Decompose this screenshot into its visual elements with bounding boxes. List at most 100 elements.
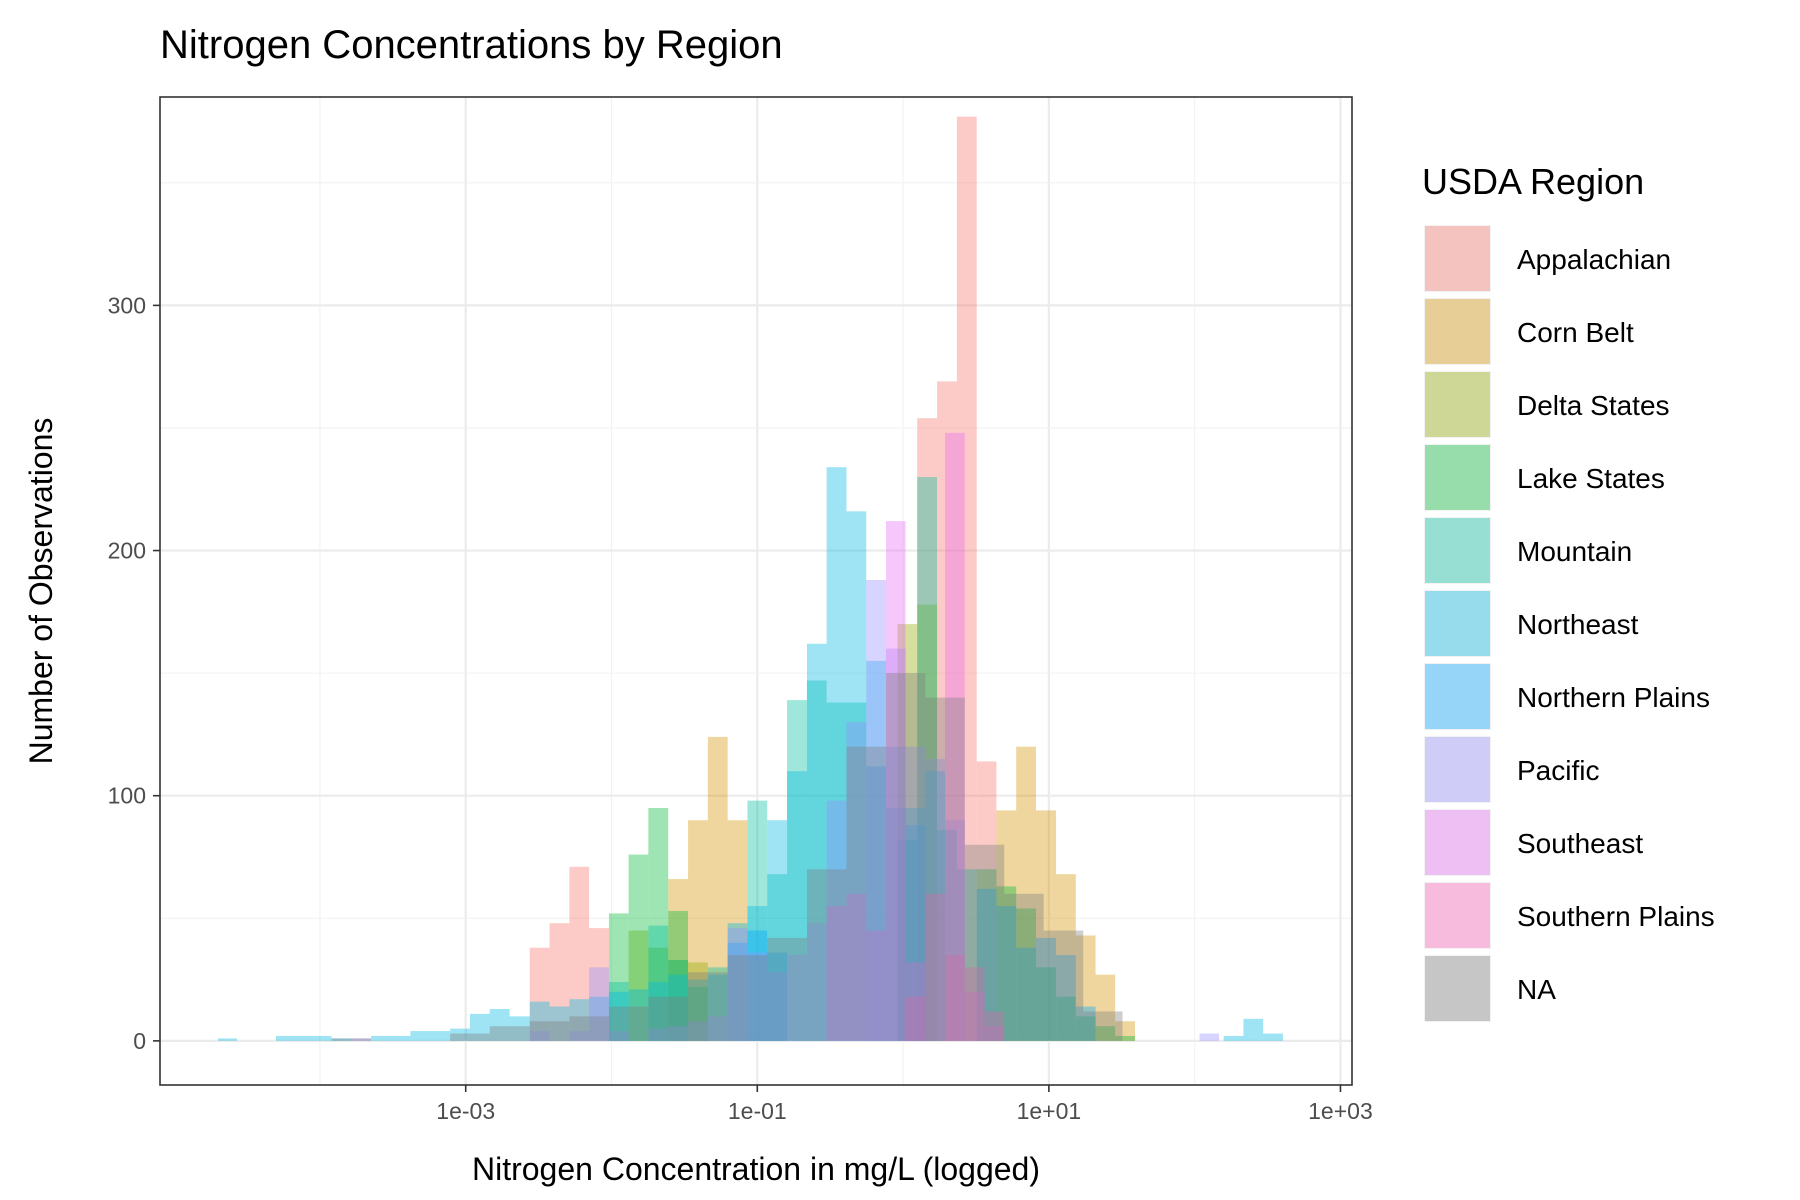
histogram-bar	[866, 579, 887, 1041]
histogram-bar	[688, 962, 708, 1041]
histogram-bar	[351, 1038, 371, 1041]
grid-lines	[160, 97, 1352, 1085]
legend-label: NA	[1517, 974, 1556, 1005]
histogram-bar	[905, 825, 926, 1041]
legend-swatch	[1425, 956, 1490, 1021]
y-axis-ticks: 0 100 200 300	[108, 292, 160, 1054]
y-tick-label: 200	[108, 538, 146, 564]
histogram-bar	[917, 418, 938, 1041]
legend-key-background	[1424, 663, 1491, 730]
y-tick-label: 300	[108, 292, 146, 318]
panel-border	[159, 96, 1353, 1086]
histogram-bar	[707, 736, 728, 1041]
histogram-bar	[648, 925, 669, 1041]
histogram-bar	[218, 1038, 238, 1041]
histogram-bar	[608, 982, 629, 1041]
histogram-bar	[747, 930, 768, 1041]
y-tick-label: 0	[133, 1028, 146, 1054]
x-tick-label: 1e+03	[1308, 1098, 1373, 1124]
legend-swatch	[1425, 226, 1490, 291]
histogram-bar	[956, 116, 977, 1041]
legend-label: Northern Plains	[1517, 682, 1710, 713]
histogram-bar	[905, 807, 926, 1041]
histogram-bars	[218, 116, 1283, 1041]
histogram-bar	[589, 928, 609, 1041]
histogram-bar	[806, 643, 827, 1041]
series-corn-belt	[668, 736, 1136, 1041]
legend-item: Northern Plains	[1424, 663, 1710, 730]
histogram-bar	[668, 974, 689, 1041]
histogram-bar	[1035, 937, 1057, 1041]
histogram-bar	[1199, 1033, 1220, 1041]
histogram-bar	[984, 1011, 1005, 1041]
histogram-bar	[897, 624, 918, 1041]
histogram-bar	[964, 967, 985, 1041]
histogram-bar	[529, 1031, 550, 1041]
legend-item: Lake States	[1424, 444, 1665, 511]
histogram-bar	[569, 1031, 590, 1041]
legend-item: Southern Plains	[1424, 882, 1715, 949]
histogram-bar	[390, 1035, 411, 1041]
series-southern-plains	[905, 893, 1005, 1041]
histogram-bar	[826, 467, 847, 1041]
histogram-bar	[608, 1031, 629, 1041]
histogram-bar	[1004, 893, 1044, 1041]
chart-title: Nitrogen Concentrations by Region	[160, 23, 783, 67]
histogram-bar	[648, 807, 669, 1041]
histogram-bar	[707, 974, 728, 1041]
histogram-bar	[1035, 967, 1057, 1041]
panel-background	[160, 97, 1352, 1085]
x-tick-label: 1e-03	[436, 1098, 495, 1124]
legend-swatch	[1425, 445, 1490, 510]
histogram-bar	[1056, 874, 1076, 1041]
histogram-bar	[529, 947, 550, 1041]
histogram-bar	[727, 942, 748, 1041]
histogram-bar	[1075, 935, 1096, 1041]
histogram-bar	[787, 955, 807, 1041]
histogram-bar	[846, 702, 867, 1041]
histogram-bar	[984, 1026, 1005, 1041]
histogram-bar	[964, 991, 985, 1041]
histogram-bar	[1223, 1035, 1244, 1041]
legend-key-background	[1424, 517, 1491, 584]
x-axis-ticks: 1e-03 1e-01 1e+01 1e+03	[436, 1085, 1373, 1124]
histogram-bar	[956, 869, 977, 1041]
histogram-bar	[767, 972, 788, 1041]
histogram-bar	[826, 906, 847, 1041]
histogram-bar	[846, 893, 867, 1041]
histogram-bar	[549, 923, 570, 1041]
histogram-bar	[846, 746, 887, 1041]
histogram-bar	[1095, 1026, 1116, 1041]
histogram-bar	[1263, 1033, 1283, 1041]
histogram-bar	[628, 989, 649, 1041]
histogram-bar	[897, 839, 918, 1041]
series-northeast	[218, 467, 1283, 1041]
histogram-bar	[469, 1013, 490, 1041]
histogram-bar	[826, 800, 847, 1041]
histogram-bar	[668, 959, 689, 1041]
plot-panel	[159, 96, 1353, 1086]
histogram-bar	[925, 697, 965, 1041]
histogram-bar	[648, 996, 689, 1041]
histogram-bar	[787, 700, 807, 1041]
histogram-bar	[410, 1031, 431, 1041]
legend-label: Northeast	[1517, 609, 1639, 640]
legend-key-background	[1424, 225, 1491, 292]
x-tick-label: 1e+01	[1017, 1098, 1082, 1124]
histogram-bar	[1095, 974, 1116, 1041]
legend-key-background	[1424, 444, 1491, 511]
legend-item: NA	[1424, 955, 1556, 1022]
histogram-bar	[569, 999, 590, 1041]
histogram-bar	[826, 702, 847, 1041]
histogram-bar	[1056, 996, 1076, 1041]
legend-label: Southern Plains	[1517, 901, 1715, 932]
histogram-bar	[976, 761, 997, 1041]
legend-item: Pacific	[1424, 736, 1599, 803]
histogram-bar	[917, 604, 938, 1041]
histogram-bar	[925, 758, 946, 1041]
legend-swatch	[1425, 518, 1490, 583]
histogram-bar	[806, 680, 827, 1041]
legend-item: Southeast	[1424, 809, 1643, 876]
histogram-bar	[569, 866, 590, 1041]
histogram-bar	[964, 844, 1005, 1041]
